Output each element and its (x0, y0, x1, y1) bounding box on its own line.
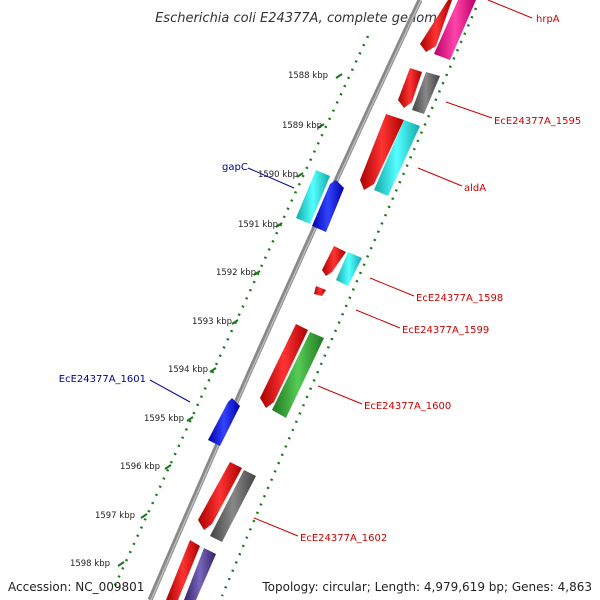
tick-mark (164, 464, 172, 470)
leader-EcE24377A_1595 (445, 101, 493, 119)
leader-aldA (417, 167, 463, 187)
tick-label: 1593 kbp (192, 317, 232, 327)
gene-gapC-cyan[interactable] (296, 170, 330, 224)
leader-EcE24377A_1599 (355, 309, 401, 329)
tick-labels: 1588 kbp 1589 kbp 1590 kbp 1591 kbp 1592… (70, 71, 328, 569)
gene-label-EcE24377A_1598[interactable]: EcE24377A_1598 (416, 293, 503, 304)
tick-mark (317, 123, 325, 129)
gene-labels: hrpA EcE24377A_1595 aldA gapC EcE24377A_… (59, 14, 582, 544)
genome-backbone-highlight (150, 0, 422, 600)
reverse-strand-genes (208, 170, 344, 446)
gene-label-EcE24377A_1601[interactable]: EcE24377A_1601 (59, 374, 146, 385)
tick-label: 1591 kbp (238, 220, 278, 230)
leader-EcE24377A_1601 (149, 379, 191, 403)
genome-backbone (147, 0, 423, 600)
map-title: Escherichia coli E24377A, complete genom… (155, 11, 445, 26)
leader-EcE24377A_1598 (369, 277, 415, 297)
tick-mark (186, 416, 194, 422)
gene-EcE24377A_1600-green[interactable] (272, 332, 324, 418)
gene-gapC-blue[interactable] (312, 180, 344, 232)
leader-EcE24377A_1600 (317, 385, 363, 405)
gene-hrpA-red[interactable] (420, 0, 452, 52)
gene-EcE24377A_1602-red[interactable] (198, 462, 242, 530)
gene-bottom-red[interactable] (166, 540, 200, 600)
tick-label: 1592 kbp (216, 268, 256, 278)
tick-mark (209, 367, 217, 373)
gene-label-EcE24377A_1595[interactable]: EcE24377A_1595 (494, 116, 581, 127)
gene-label-EcE24377A_1600[interactable]: EcE24377A_1600 (364, 401, 451, 412)
tick-label: 1588 kbp (288, 71, 328, 81)
inner-tick-ring (110, 35, 370, 593)
tick-label: 1589 kbp (282, 121, 322, 131)
leader-hrpA (487, 0, 533, 19)
tick-label: 1594 kbp (168, 365, 208, 375)
tick-mark (275, 222, 283, 228)
tick-mark (335, 73, 343, 79)
leader-EcE24377A_1602 (253, 517, 299, 537)
gene-bottom-purple[interactable] (184, 548, 216, 600)
label-leaders (149, 0, 533, 537)
tick-mark (117, 561, 125, 567)
gene-EcE24377A_1599-red[interactable] (314, 286, 326, 296)
gene-EcE24377A_1598-red[interactable] (322, 246, 346, 276)
tick-marks (117, 73, 343, 567)
gene-hrpA-magenta[interactable] (434, 0, 476, 60)
tick-mark (231, 319, 239, 325)
gene-label-hrpA[interactable]: hrpA (536, 14, 560, 25)
gene-EcE24377A_1595-red[interactable] (398, 68, 422, 108)
forward-strand-genes (166, 0, 476, 600)
tick-label: 1598 kbp (70, 559, 110, 569)
gene-EcE24377A_1595-gray[interactable] (412, 72, 440, 114)
accession-text: Accession: NC_009801 (8, 580, 145, 594)
tick-mark (140, 513, 148, 519)
gene-EcE24377A_1598-cyan[interactable] (336, 252, 362, 286)
gene-label-EcE24377A_1599[interactable]: EcE24377A_1599 (402, 325, 489, 336)
tick-label: 1595 kbp (144, 414, 184, 424)
gene-label-EcE24377A_1602[interactable]: EcE24377A_1602 (300, 533, 387, 544)
gene-label-gapC[interactable]: gapC (222, 162, 248, 173)
leader-gapC (247, 167, 295, 189)
gene-label-aldA[interactable]: aldA (464, 183, 486, 194)
gene-EcE24377A_1602-gray[interactable] (210, 470, 256, 542)
outer-tick-ring (220, 7, 478, 597)
tick-label: 1590 kbp (258, 170, 298, 180)
tick-label: 1597 kbp (95, 511, 135, 521)
tick-label: 1596 kbp (120, 462, 160, 472)
tick-mark (296, 172, 304, 178)
gene-aldA-red[interactable] (360, 114, 404, 190)
gene-aldA-cyan[interactable] (374, 120, 420, 196)
gene-EcE24377A_1601-blue[interactable] (208, 398, 240, 446)
topology-text: Topology: circular; Length: 4,979,619 bp… (262, 580, 592, 594)
tick-mark (253, 270, 261, 276)
gene-EcE24377A_1600-red[interactable] (260, 324, 308, 408)
